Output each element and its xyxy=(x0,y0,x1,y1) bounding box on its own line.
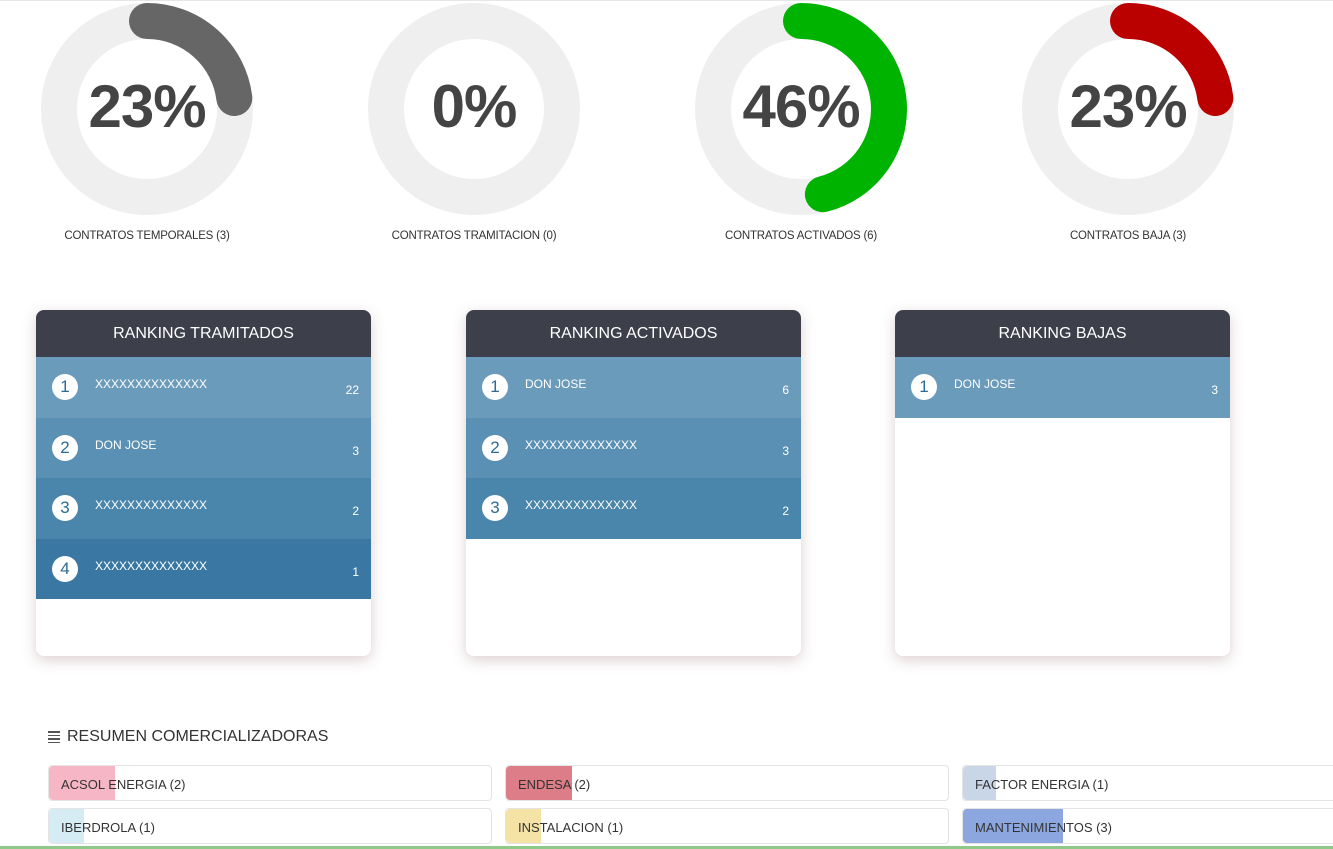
rank-number: 1 xyxy=(911,374,937,401)
provider-tag[interactable]: MANTENIMIENTOS (3) xyxy=(962,808,1333,844)
tag-label: IBERDROLA (1) xyxy=(61,820,155,835)
list-icon xyxy=(48,729,60,745)
gauge-arc xyxy=(1110,3,1234,116)
gauge-ring xyxy=(1022,3,1234,215)
rank-name: XXXXXXXXXXXXXX xyxy=(95,558,208,573)
rank-number: 3 xyxy=(52,495,78,522)
rank-count: 2 xyxy=(782,504,789,519)
gauge-label: CONTRATOS TEMPORALES (3) xyxy=(64,230,230,242)
rank-name: XXXXXXXXXXXXXX xyxy=(95,498,208,513)
tag-fill-bar xyxy=(963,766,996,800)
gauge-value: 0% xyxy=(431,73,518,140)
provider-tag[interactable]: IBERDROLA (1) xyxy=(48,808,492,844)
gauge-value: 46% xyxy=(742,73,860,140)
tag-label: ENDESA (2) xyxy=(518,777,591,792)
ranking-row[interactable]: 4 XXXXXXXXXXXXXX 1 xyxy=(36,538,371,599)
gauge-label: CONTRATOS BAJA (3) xyxy=(1069,230,1187,242)
provider-tag[interactable]: ACSOL ENERGIA (2) xyxy=(48,765,492,801)
gauge-ring xyxy=(41,3,253,215)
gauge-arc xyxy=(783,3,907,213)
card-title: RANKING TRAMITADOS xyxy=(36,310,371,357)
rank-count: 3 xyxy=(1211,383,1218,398)
summary-header: RESUMEN COMERCIALIZADORAS xyxy=(48,728,328,746)
provider-tag[interactable]: ENDESA (2) xyxy=(505,765,949,801)
rank-number: 1 xyxy=(52,374,78,401)
rank-name: XXXXXXXXXXXXXX xyxy=(525,498,638,513)
bottom-divider xyxy=(0,846,1333,849)
rank-count: 6 xyxy=(782,383,789,398)
rank-name: DON JOSE xyxy=(954,377,1016,392)
tag-fill-bar xyxy=(49,766,115,800)
gauge-tramitacion: 0% CONTRATOS TRAMITACION (0) xyxy=(344,2,604,242)
rank-count: 1 xyxy=(352,564,359,579)
tag-label: FACTOR ENERGIA (1) xyxy=(975,777,1109,792)
rank-count: 3 xyxy=(352,443,359,458)
tag-label: INSTALACION (1) xyxy=(518,820,624,835)
gauge-arc xyxy=(129,3,253,116)
provider-tag[interactable]: FACTOR ENERGIA (1) xyxy=(962,765,1333,801)
rank-count: 22 xyxy=(345,383,359,398)
summary-title: RESUMEN COMERCIALIZADORAS xyxy=(67,728,329,745)
gauge-activados: 46% CONTRATOS ACTIVADOS (6) xyxy=(671,2,931,242)
ranking-row[interactable]: 2 DON JOSE 3 xyxy=(36,417,371,478)
rank-number: 4 xyxy=(52,555,78,582)
tag-label: MANTENIMIENTOS (3) xyxy=(975,820,1112,835)
rank-name: XXXXXXXXXXXXXX xyxy=(95,377,208,392)
ranking-activados-card: RANKING ACTIVADOS 1 DON JOSE 6 2 XXXXXXX… xyxy=(466,310,801,656)
ranking-row[interactable]: 2 XXXXXXXXXXXXXX 3 xyxy=(466,417,801,478)
ranking-tramitados-card: RANKING TRAMITADOS 1 XXXXXXXXXXXXXX 22 2… xyxy=(36,310,371,656)
ranking-row[interactable]: 1 DON JOSE 6 xyxy=(466,357,801,418)
ranking-row[interactable]: 3 XXXXXXXXXXXXXX 2 xyxy=(36,478,371,539)
tag-fill-bar xyxy=(506,809,541,843)
rank-name: DON JOSE xyxy=(525,377,587,392)
gauge-label: CONTRATOS ACTIVADOS (6) xyxy=(725,230,877,242)
gauge-label: CONTRATOS TRAMITACION (0) xyxy=(391,230,557,242)
tag-label: ACSOL ENERGIA (2) xyxy=(61,777,186,792)
rank-name: DON JOSE xyxy=(95,437,157,452)
card-title: RANKING ACTIVADOS xyxy=(466,310,801,357)
ranking-row[interactable]: 3 XXXXXXXXXXXXXX 2 xyxy=(466,478,801,539)
top-divider xyxy=(0,0,1333,1)
tag-fill-bar xyxy=(49,809,84,843)
gauge-temporales: 23% CONTRATOS TEMPORALES (3) xyxy=(17,2,277,242)
gauge-ring xyxy=(368,3,580,215)
ranking-row[interactable]: 1 XXXXXXXXXXXXXX 22 xyxy=(36,357,371,418)
rank-number: 2 xyxy=(482,434,508,461)
gauge-ring xyxy=(695,3,907,215)
rank-name: XXXXXXXXXXXXXX xyxy=(525,437,638,452)
rank-number: 2 xyxy=(52,434,78,461)
provider-tag[interactable]: INSTALACION (1) xyxy=(505,808,949,844)
ranking-row[interactable]: 1 DON JOSE 3 xyxy=(895,357,1230,418)
rank-count: 2 xyxy=(352,504,359,519)
gauge-baja: 23% CONTRATOS BAJA (3) xyxy=(998,2,1258,242)
rank-number: 1 xyxy=(482,374,508,401)
gauge-value: 23% xyxy=(1069,73,1187,140)
tag-fill-bar xyxy=(963,809,1063,843)
gauge-value: 23% xyxy=(88,73,206,140)
card-title: RANKING BAJAS xyxy=(895,310,1230,357)
rank-number: 3 xyxy=(482,495,508,522)
tag-fill-bar xyxy=(506,766,572,800)
rank-count: 3 xyxy=(782,443,789,458)
ranking-bajas-card: RANKING BAJAS 1 DON JOSE 3 xyxy=(895,310,1230,656)
